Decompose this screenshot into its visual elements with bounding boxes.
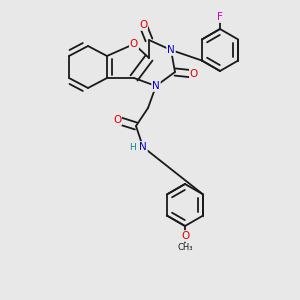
Text: O: O: [130, 39, 138, 49]
Text: CH₃: CH₃: [177, 244, 193, 253]
Text: O: O: [139, 20, 147, 30]
Text: N: N: [167, 45, 175, 55]
Text: N: N: [152, 81, 160, 91]
Text: O: O: [113, 115, 121, 125]
Text: N: N: [139, 142, 147, 152]
Text: O: O: [181, 231, 189, 241]
Text: O: O: [190, 69, 198, 79]
Text: F: F: [217, 12, 223, 22]
Text: H: H: [130, 142, 136, 152]
